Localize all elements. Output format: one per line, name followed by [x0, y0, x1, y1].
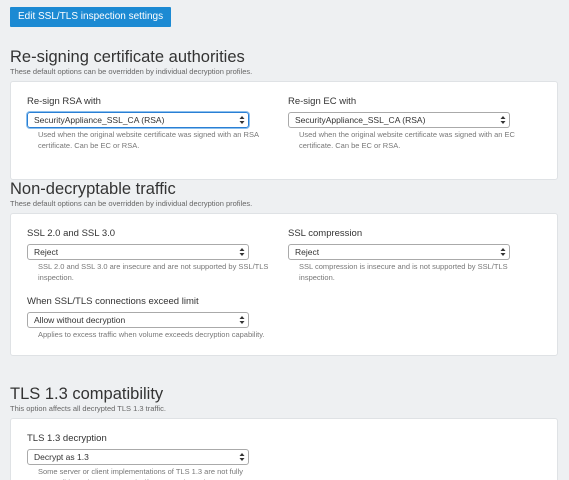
dropdown-arrow	[239, 316, 245, 324]
dropdown[interactable]: Reject	[288, 244, 510, 260]
dropdown-arrow	[500, 116, 506, 124]
help-text: Used when the original website certifica…	[38, 130, 259, 150]
dropdown-value: Allow without decryption	[34, 315, 126, 325]
field: Re-sign RSA with SecurityAppliance_SSL_CA…	[27, 95, 288, 151]
field: SSL compression Reject SSL compression is …	[288, 227, 549, 283]
dropdown-arrow	[500, 248, 506, 256]
dropdown-arrow	[239, 453, 245, 461]
panel: Re-sign RSA with SecurityAppliance_SSL_CA…	[10, 81, 558, 180]
section-subtitle: This option affects all decrypted TLS 1.…	[10, 404, 166, 413]
help-text: SSL compression is insecure and is not s…	[299, 262, 508, 282]
dropdown-arrow	[239, 116, 245, 124]
section-title: Non-decryptable traffic	[10, 180, 176, 198]
dropdown-value: SecurityAppliance_SSL_CA (RSA)	[34, 115, 165, 125]
field: Re-sign EC with SecurityAppliance_SSL_CA …	[288, 95, 549, 165]
panel: TLS 1.3 decryption Decrypt as 1.3 Some ser…	[10, 418, 558, 480]
dropdown-value: Reject	[295, 247, 320, 257]
section-subtitle: These default options can be overridden …	[10, 67, 253, 76]
field-label: Re-sign EC with	[288, 96, 357, 107]
field-label: Re-sign RSA with	[27, 96, 101, 107]
field: When SSL/TLS connections exceed limit All…	[27, 295, 288, 341]
section-title: Re-signing certificate authorities	[10, 48, 245, 66]
dropdown-value: Decrypt as 1.3	[34, 452, 89, 462]
field: SSL 2.0 and SSL 3.0 Reject SSL 2.0 and SSL…	[27, 227, 288, 283]
section-subtitle: These default options can be overridden …	[10, 199, 253, 208]
dropdown[interactable]: Allow without decryption	[27, 312, 249, 328]
dropdown-value: Reject	[34, 247, 59, 257]
edit-button[interactable]: Edit SSL/TLS inspection settings	[10, 7, 172, 27]
field-label: When SSL/TLS connections exceed limit	[27, 296, 199, 307]
dropdown-value: SecurityAppliance_SSL_CA (RSA)	[295, 115, 426, 125]
dropdown[interactable]: Reject	[27, 244, 249, 260]
panel: SSL 2.0 and SSL 3.0 Reject SSL 2.0 and SSL…	[10, 213, 558, 356]
section: Re-signing certificate authorities These …	[10, 47, 558, 180]
field: TLS 1.3 decryption Decrypt as 1.3 Some ser…	[27, 432, 288, 480]
dropdown[interactable]: Decrypt as 1.3	[27, 449, 249, 465]
section-title: TLS 1.3 compatibility	[10, 385, 164, 403]
field-label: SSL 2.0 and SSL 3.0	[27, 228, 116, 239]
dropdown-arrow	[239, 248, 245, 256]
field-label: TLS 1.3 decryption	[27, 433, 107, 444]
field-label: SSL compression	[288, 228, 363, 239]
dropdown[interactable]: SecurityAppliance_SSL_CA (RSA)	[27, 112, 249, 128]
dropdown[interactable]: SecurityAppliance_SSL_CA (RSA)	[288, 112, 510, 128]
section: TLS 1.3 compatibility This option affects…	[10, 384, 558, 480]
help-text: SSL 2.0 and SSL 3.0 are insecure and are…	[38, 262, 269, 282]
help-text: Applies to excess traffic when volume ex…	[38, 330, 265, 339]
help-text: Some server or client implementations of…	[38, 467, 243, 480]
help-text: Used when the original website certifica…	[299, 130, 515, 150]
section: Non-decryptable traffic These default opt…	[10, 179, 558, 356]
